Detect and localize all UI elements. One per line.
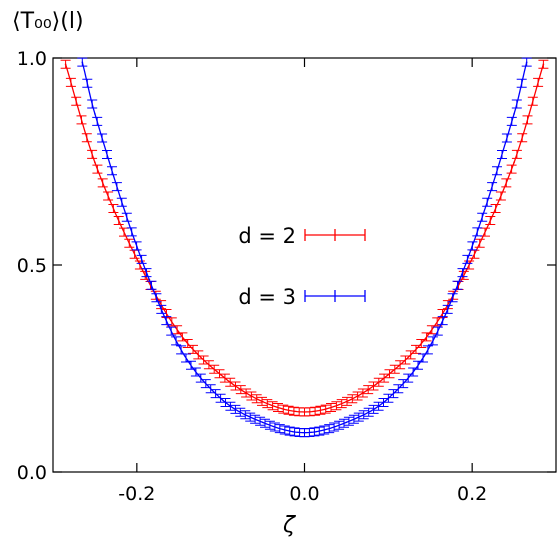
data-point	[471, 257, 473, 260]
x-tick-label: 0.2	[457, 483, 487, 505]
data-point	[177, 344, 180, 347]
data-point	[429, 344, 432, 347]
data-point	[219, 397, 222, 400]
series-2	[77, 57, 532, 438]
legend: d = 2 d = 3	[238, 224, 366, 309]
data-point	[303, 411, 306, 413]
y-tick-label: 1.0	[17, 48, 47, 70]
series-line	[81, 61, 528, 434]
data-point	[345, 400, 348, 403]
legend-label: d = 3	[238, 285, 296, 309]
data-point	[525, 61, 528, 63]
x-tick-label: -0.2	[118, 483, 155, 505]
y-axis-title: ⟨T₀₀⟩(l)	[12, 9, 84, 34]
legend-errorbar	[304, 229, 366, 241]
data-point	[64, 63, 67, 66]
data-point	[136, 245, 138, 248]
y-tick-label: 0.5	[17, 255, 47, 277]
data-point	[303, 431, 306, 434]
data-point	[261, 421, 264, 424]
series-error-bars	[77, 57, 532, 438]
series-error-bars	[60, 59, 549, 417]
legend-label: d = 2	[238, 224, 296, 248]
data-point	[94, 161, 96, 164]
data-point	[136, 257, 138, 260]
data-point	[513, 113, 515, 115]
series-layer	[60, 57, 549, 438]
x-tick-label: 0.0	[289, 483, 319, 505]
data-point	[387, 397, 390, 400]
data-point	[261, 400, 264, 403]
data-point	[94, 113, 96, 115]
data-point	[81, 61, 84, 63]
y-tick-label: 0.0	[17, 462, 47, 484]
data-point	[513, 161, 515, 164]
data-point	[429, 331, 432, 333]
data-point	[542, 63, 545, 66]
x-axis-title: ζ	[282, 513, 296, 538]
data-point	[177, 331, 180, 333]
data-point	[387, 373, 390, 376]
series-1	[60, 59, 549, 417]
data-point	[471, 245, 473, 248]
axis-ticks: -0.2 0.0 0.2 0.0 0.5 1.0	[17, 48, 556, 505]
data-point	[219, 373, 222, 376]
legend-errorbar	[304, 290, 366, 302]
data-point	[345, 421, 348, 424]
